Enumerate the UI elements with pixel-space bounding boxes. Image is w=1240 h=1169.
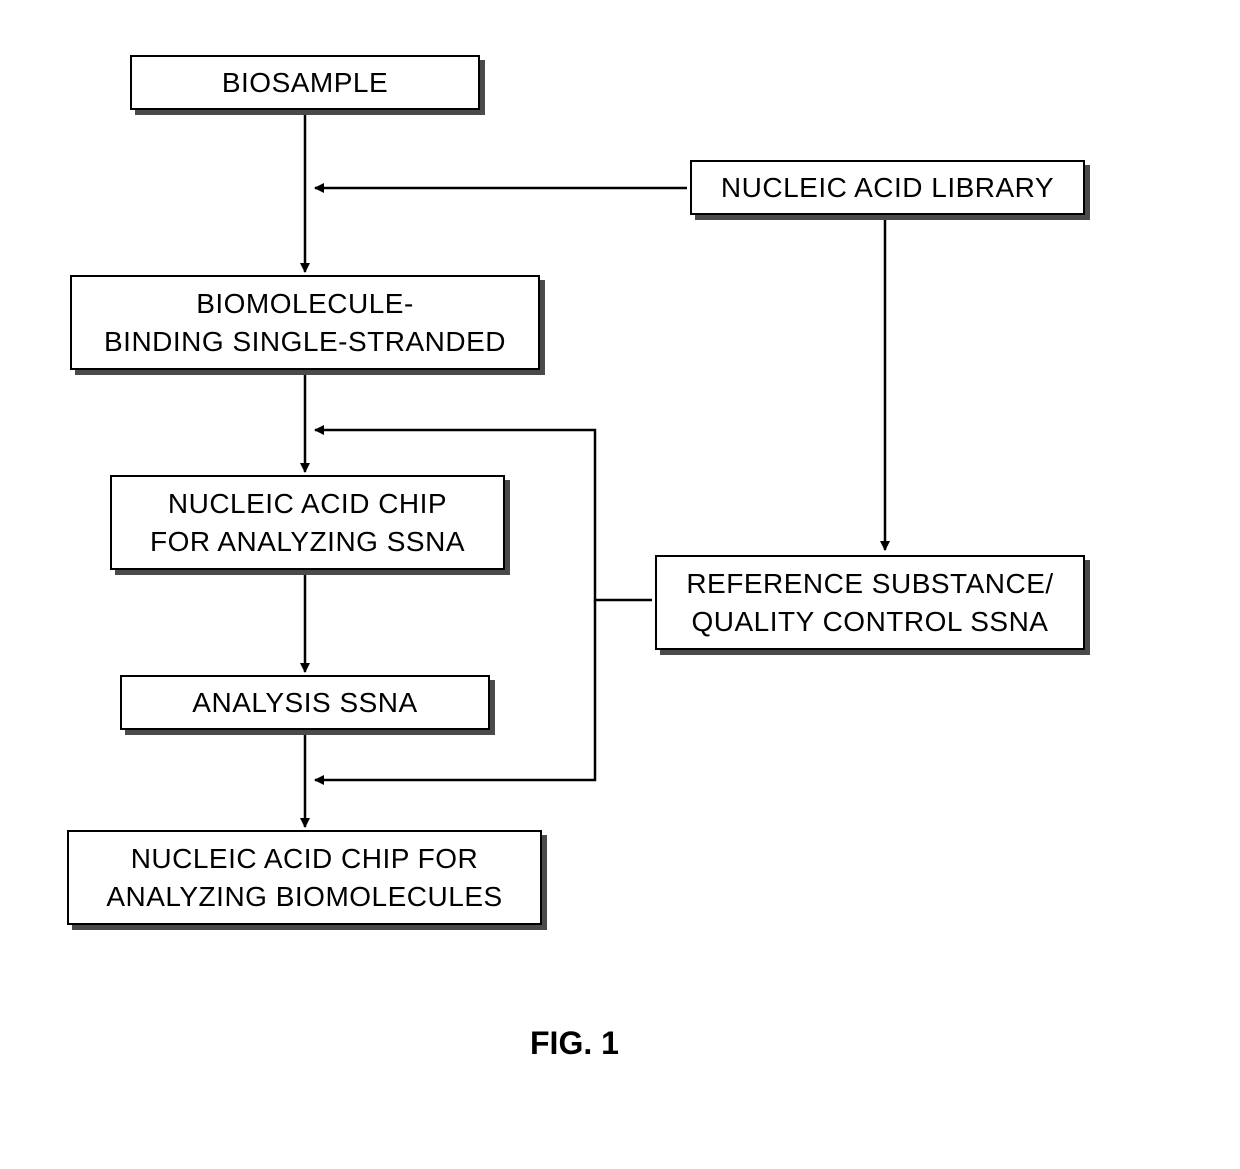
node-box: NUCLEIC ACID CHIP FOR ANALYZING BIOMOLEC… (67, 830, 542, 925)
node-box: BIOSAMPLE (130, 55, 480, 110)
node-library: NUCLEIC ACID LIBRARY (690, 160, 1085, 215)
node-binding: BIOMOLECULE- BINDING SINGLE-STRANDED (70, 275, 540, 370)
node-text: BIOSAMPLE (222, 64, 388, 102)
flowchart-diagram: BIOSAMPLE NUCLEIC ACID LIBRARY BIOMOLECULE… (0, 0, 1240, 1169)
node-box: BIOMOLECULE- BINDING SINGLE-STRANDED (70, 275, 540, 370)
node-box: NUCLEIC ACID LIBRARY (690, 160, 1085, 215)
node-box: REFERENCE SUBSTANCE/ QUALITY CONTROL SSN… (655, 555, 1085, 650)
node-text: NUCLEIC ACID LIBRARY (721, 169, 1054, 207)
node-chip_bio: NUCLEIC ACID CHIP FOR ANALYZING BIOMOLEC… (67, 830, 542, 925)
node-box: ANALYSIS SSNA (120, 675, 490, 730)
node-box: NUCLEIC ACID CHIP FOR ANALYZING SSNA (110, 475, 505, 570)
node-chip_ssna: NUCLEIC ACID CHIP FOR ANALYZING SSNA (110, 475, 505, 570)
figure-label: FIG. 1 (530, 1025, 619, 1062)
node-biosample: BIOSAMPLE (130, 55, 480, 110)
node-text: ANALYSIS SSNA (192, 684, 417, 722)
node-text: NUCLEIC ACID CHIP FOR ANALYZING BIOMOLEC… (106, 840, 502, 916)
node-text: BIOMOLECULE- BINDING SINGLE-STRANDED (104, 285, 506, 361)
node-analysis: ANALYSIS SSNA (120, 675, 490, 730)
node-text: REFERENCE SUBSTANCE/ QUALITY CONTROL SSN… (686, 565, 1053, 641)
node-text: NUCLEIC ACID CHIP FOR ANALYZING SSNA (150, 485, 465, 561)
node-reference: REFERENCE SUBSTANCE/ QUALITY CONTROL SSN… (655, 555, 1085, 650)
